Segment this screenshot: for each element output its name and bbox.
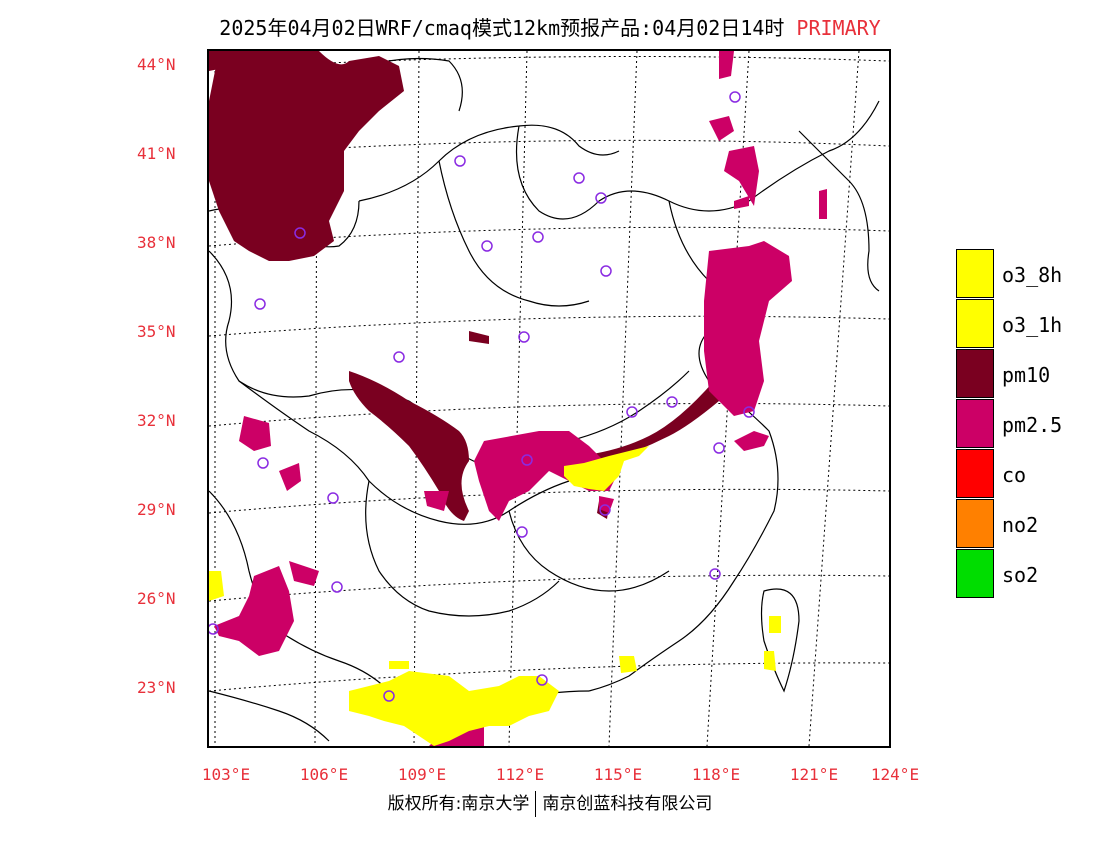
legend-swatch	[956, 349, 994, 398]
copyright-footer: 版权所有:南京大学 南京创蓝科技有限公司	[0, 789, 1100, 817]
lon-label-103: 103°E	[201, 765, 251, 784]
lat-label-32: 32°N	[137, 411, 176, 430]
lon-label-124: 124°E	[870, 765, 920, 784]
legend-swatch	[956, 399, 994, 448]
legend-swatch	[956, 299, 994, 348]
legend-label: so2	[1002, 563, 1039, 587]
footer-divider	[535, 791, 537, 817]
legend-swatch	[956, 449, 994, 498]
lon-label-106: 106°E	[299, 765, 349, 784]
legend-swatch	[956, 549, 994, 598]
legend-swatch	[956, 499, 994, 548]
lat-label-44: 44°N	[137, 55, 176, 74]
station-markers	[209, 91, 755, 702]
lat-label-29: 29°N	[137, 500, 176, 519]
pm25-areas	[214, 51, 827, 746]
map-title: 2025年04月02日WRF/cmaq模式12km预报产品:04月02日14时 P…	[0, 12, 1100, 41]
footer-left: 版权所有:南京大学	[387, 794, 530, 814]
legend-label: o3_1h	[1002, 313, 1063, 337]
o3-areas	[209, 446, 781, 746]
legend-label: pm10	[1002, 363, 1051, 387]
pm10-areas	[209, 51, 729, 521]
footer-right: 南京创蓝科技有限公司	[542, 794, 713, 814]
title-text: 2025年04月02日WRF/cmaq模式12km预报产品:04月02日14时	[219, 16, 785, 40]
legend-label: no2	[1002, 513, 1039, 537]
lon-label-112: 112°E	[495, 765, 545, 784]
legend-label: co	[1002, 463, 1027, 487]
lon-label-115: 115°E	[593, 765, 643, 784]
lat-label-26: 26°N	[137, 589, 176, 608]
lat-label-23: 23°N	[137, 678, 176, 697]
lon-label-109: 109°E	[397, 765, 447, 784]
forecast-map	[207, 49, 891, 748]
lon-label-118: 118°E	[691, 765, 741, 784]
legend-swatch	[956, 249, 994, 298]
title-tag: PRIMARY	[796, 16, 881, 40]
map-canvas	[209, 51, 889, 746]
legend-label: pm2.5	[1002, 413, 1063, 437]
legend-label: o3_8h	[1002, 263, 1063, 287]
lat-label-35: 35°N	[137, 322, 176, 341]
lat-label-38: 38°N	[137, 233, 176, 252]
lon-label-121: 121°E	[789, 765, 839, 784]
lat-label-41: 41°N	[137, 144, 176, 163]
